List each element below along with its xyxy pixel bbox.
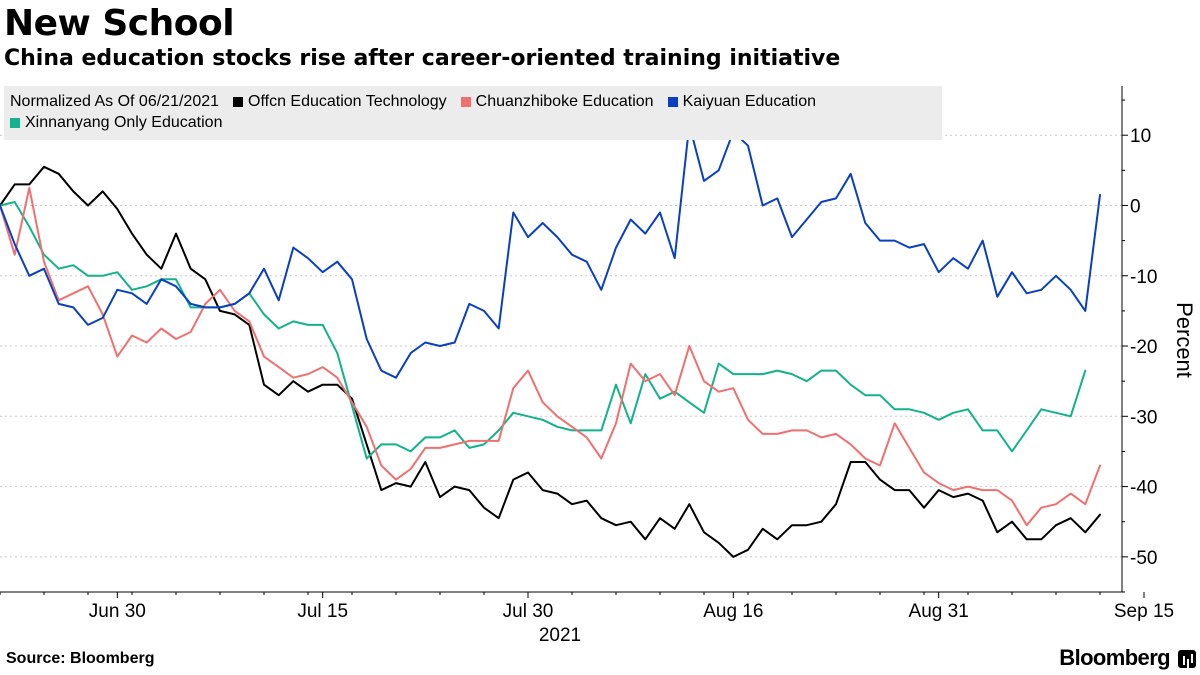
legend-note: Normalized As Of 06/21/2021 (10, 91, 219, 112)
y-tick-label: -30 (1130, 407, 1157, 428)
legend-label-offcn: Offcn Education Technology (248, 93, 447, 110)
legend: Normalized As Of 06/21/2021 Offcn Educat… (4, 86, 942, 140)
x-tick-label: Sep 15 (1114, 601, 1174, 622)
legend-label-xinnanyang: Xinnanyang Only Education (25, 114, 223, 131)
gridlines (0, 134, 1122, 558)
series-line-kaiyuan (0, 123, 1101, 379)
bloomberg-chart-icon (1178, 650, 1196, 668)
y-axis-label: Percent (1172, 302, 1197, 378)
series-lines (0, 123, 1101, 558)
y-tick-label: 0 (1130, 196, 1141, 217)
legend-note-text: Normalized As Of 06/21/2021 (10, 93, 220, 110)
legend-item-kaiyuan: Kaiyuan Education (667, 91, 817, 112)
y-tick-label: -10 (1130, 267, 1157, 288)
chart-subtitle: China education stocks rise after career… (4, 46, 841, 71)
series-line-offcn (0, 165, 1101, 558)
legend-swatch-kaiyuan (667, 96, 678, 107)
legend-swatch-offcn (233, 96, 244, 107)
source-note: Source: Bloomberg (6, 650, 155, 667)
x-tick-label: Jul 15 (297, 601, 348, 622)
y-tick-label: 10 (1130, 126, 1151, 147)
y-tick-label: -50 (1130, 548, 1157, 569)
legend-swatch-xinnanyang (10, 117, 20, 128)
legend-item-xinnanyang: Xinnanyang Only Education (10, 112, 222, 133)
y-tick-label: -20 (1130, 337, 1157, 358)
x-tick-label: Aug 31 (909, 601, 969, 622)
legend-swatch-chuanzhiboke (460, 96, 471, 107)
chart-title: New School (4, 3, 235, 44)
x-tick-label: Jul 30 (503, 601, 554, 622)
axes: 10 0 -10 -20 -30 -40 -50 Percent Jun 30 Jul 15 Jul… (0, 86, 1197, 646)
x-tick-label: Aug 16 (703, 601, 763, 622)
legend-label-kaiyuan: Kaiyuan Education (682, 93, 817, 110)
legend-label-chuanzhiboke: Chuanzhiboke Education (475, 93, 654, 110)
legend-item-offcn: Offcn Education Technology (233, 91, 447, 112)
legend-item-chuanzhiboke: Chuanzhiboke Education (460, 91, 654, 112)
brand-logo-text: Bloomberg (1059, 645, 1170, 670)
x-tick-label: Jun 30 (89, 601, 146, 622)
y-tick-label: -40 (1130, 478, 1157, 499)
series-line-chuanzhiboke (0, 186, 1101, 527)
x-axis-year-label: 2021 (539, 625, 581, 646)
